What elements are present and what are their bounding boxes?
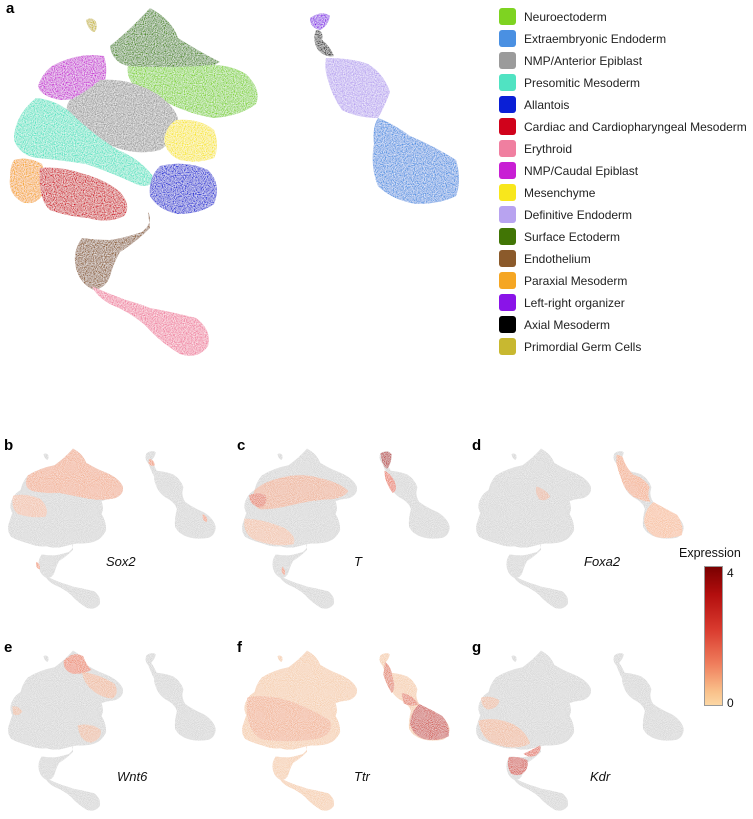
umap-panel-b (8, 448, 216, 609)
panel-letter-d: d (472, 437, 482, 454)
legend-swatch (499, 184, 516, 201)
legend-label: Allantois (524, 98, 570, 112)
umap-panel-e (8, 650, 216, 811)
legend-label: Surface Ectoderm (524, 230, 621, 244)
cluster-mesenchyme (164, 119, 217, 162)
cluster-definitive-endoderm (325, 58, 390, 118)
umap-panel-c (242, 448, 450, 609)
legend-swatch (499, 162, 516, 179)
expression-colorbar (704, 566, 723, 706)
cluster-surface-ectoderm (110, 8, 220, 73)
gene-label-t: T (354, 554, 362, 569)
cluster-axial-mesoderm (314, 30, 334, 57)
legend-swatch (499, 206, 516, 223)
legend-label: Paraxial Mesoderm (524, 274, 628, 288)
cluster-left-right-organizer (310, 13, 330, 30)
cluster-extraembryonic-endoderm (372, 118, 459, 204)
legend-label: NMP/Caudal Epiblast (524, 164, 639, 178)
cluster-cardiac-mesoderm (39, 167, 128, 221)
legend-swatch (499, 52, 516, 69)
legend-label: Left-right organizer (524, 296, 625, 310)
cluster-endothelium (74, 212, 150, 290)
cluster-allantois (149, 163, 217, 214)
panel-letter-e: e (4, 639, 13, 656)
legend-label: Primordial Germ Cells (524, 340, 642, 354)
gene-label-wnt6: Wnt6 (117, 769, 148, 784)
colorbar-min-label: 0 (727, 696, 734, 710)
panel-letter-c: c (237, 437, 246, 454)
panel-letter-b: b (4, 437, 14, 454)
gene-label-ttr: Ttr (354, 769, 370, 784)
gene-label-foxa2: Foxa2 (584, 554, 621, 569)
legend-swatch (499, 30, 516, 47)
gene-label-sox2: Sox2 (106, 554, 136, 569)
legend-swatch (499, 272, 516, 289)
umap-panel-g (476, 650, 684, 811)
panel-letter-a: a (6, 0, 15, 17)
panel-letter-f: f (237, 639, 242, 656)
cluster-neuroectoderm (127, 65, 258, 118)
cluster-presomitic-mesoderm (14, 98, 154, 186)
cluster-primordial-germ-cells (86, 18, 97, 32)
legend-swatch (499, 228, 516, 245)
legend-label: Endothelium (524, 252, 591, 266)
legend-swatch (499, 118, 516, 135)
legend-swatch (499, 250, 516, 267)
legend-label: NMP/Anterior Epiblast (524, 54, 643, 68)
colorbar-title: Expression (679, 546, 741, 560)
cluster-erythroid (92, 286, 209, 356)
legend-label: Extraembryonic Endoderm (524, 32, 667, 46)
umap-panel-f (242, 650, 450, 811)
legend-swatch (499, 96, 516, 113)
legend-label: Neuroectoderm (524, 10, 607, 24)
umap-panel-a (9, 8, 459, 356)
legend-label: Definitive Endoderm (524, 208, 633, 222)
legend-swatch (499, 74, 516, 91)
legend-label: Erythroid (524, 142, 573, 156)
legend-label: Cardiac and Cardiopharyngeal Mesoderm (524, 120, 747, 134)
colorbar-max-label: 4 (727, 566, 734, 580)
legend-swatch (499, 338, 516, 355)
cluster-paraxial-mesoderm (9, 158, 45, 204)
legend-label: Axial Mesoderm (524, 318, 611, 332)
legend-swatch (499, 140, 516, 157)
gene-label-kdr: Kdr (590, 769, 611, 784)
legend-label: Presomitic Mesoderm (524, 76, 641, 90)
legend-swatch (499, 294, 516, 311)
legend-swatch (499, 8, 516, 25)
legend-label: Mesenchyme (524, 186, 596, 200)
legend-swatch (499, 316, 516, 333)
panel-letter-g: g (472, 639, 482, 656)
umap-panel-d (476, 448, 684, 609)
